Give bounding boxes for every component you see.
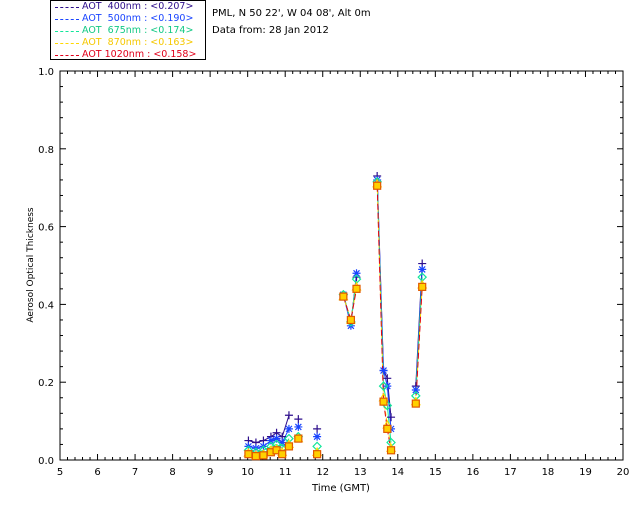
x-axis-label: Time (GMT) bbox=[311, 483, 370, 494]
x-tick-label: 8 bbox=[169, 467, 175, 478]
square-marker bbox=[411, 399, 420, 408]
legend-line-500nm bbox=[55, 19, 79, 20]
square-marker bbox=[386, 446, 396, 455]
x-tick-label: 9 bbox=[207, 467, 213, 478]
series-markers bbox=[243, 178, 428, 459]
series-line bbox=[376, 183, 392, 449]
asterisk-marker bbox=[313, 432, 322, 441]
asterisk-marker bbox=[278, 438, 287, 447]
square-marker bbox=[373, 181, 382, 190]
legend-label-1020nm: AOT 1020nm : <0.158> bbox=[82, 49, 197, 60]
x-tick-label: 18 bbox=[542, 467, 555, 478]
x-tick-label: 6 bbox=[94, 467, 100, 478]
x-tick-label: 12 bbox=[316, 467, 329, 478]
plus-marker bbox=[387, 413, 396, 422]
asterisk-marker bbox=[418, 265, 427, 274]
date-info: Data from: 28 Jan 2012 bbox=[212, 25, 329, 36]
asterisk-marker bbox=[294, 422, 303, 431]
asterisk-marker bbox=[411, 385, 420, 394]
x-tick-label: 15 bbox=[429, 467, 442, 478]
series-group bbox=[248, 175, 423, 444]
square-marker bbox=[339, 292, 348, 301]
plus-marker bbox=[313, 424, 322, 433]
x-tick-label: 16 bbox=[466, 467, 479, 478]
square-marker bbox=[294, 434, 303, 443]
y-tick-label: 0.4 bbox=[38, 300, 54, 311]
series-line bbox=[415, 286, 423, 404]
series-line bbox=[376, 175, 392, 418]
plus-marker bbox=[284, 411, 293, 420]
square-marker bbox=[418, 282, 427, 291]
legend-item-675nm: AOT 675nm : <0.174> bbox=[51, 25, 207, 37]
legend-label-675nm: AOT 675nm : <0.174> bbox=[82, 25, 194, 36]
legend-box: AOT 400nm : <0.207> AOT 500nm : <0.190> … bbox=[50, 0, 206, 60]
series-markers bbox=[243, 177, 428, 458]
plus-marker bbox=[294, 415, 303, 424]
legend-item-500nm: AOT 500nm : <0.190> bbox=[51, 13, 207, 25]
legend-item-870nm: AOT 870nm : <0.163> bbox=[51, 37, 207, 49]
square-marker bbox=[346, 315, 355, 325]
legend-item-1020nm: AOT 1020nm : <0.158> bbox=[51, 49, 207, 61]
plot-frame bbox=[59, 70, 624, 461]
square-marker bbox=[244, 450, 253, 459]
series-markers bbox=[244, 181, 427, 461]
y-tick-label: 0.2 bbox=[38, 378, 54, 389]
legend-line-870nm bbox=[55, 43, 79, 44]
legend-line-400nm bbox=[55, 7, 79, 8]
square-marker bbox=[379, 397, 388, 406]
square-marker bbox=[284, 442, 294, 451]
x-tick-label: 13 bbox=[354, 467, 367, 478]
series-markers bbox=[244, 175, 427, 453]
asterisk-marker bbox=[266, 436, 275, 445]
square-marker bbox=[259, 451, 268, 460]
series-group bbox=[248, 181, 423, 453]
legend-label-500nm: AOT 500nm : <0.190> bbox=[82, 13, 194, 24]
square-marker bbox=[313, 450, 322, 459]
x-tick-label: 5 bbox=[57, 467, 63, 478]
asterisk-marker bbox=[379, 366, 388, 375]
square-marker bbox=[383, 424, 392, 433]
diamond-marker bbox=[378, 381, 389, 391]
x-tick-label: 17 bbox=[504, 467, 517, 478]
asterisk-marker bbox=[272, 434, 281, 443]
legend-label-400nm: AOT 400nm : <0.207> bbox=[82, 1, 194, 12]
y-tick-label: 1.0 bbox=[38, 67, 54, 78]
legend-label-870nm: AOT 870nm : <0.163> bbox=[82, 37, 194, 48]
square-marker bbox=[352, 284, 361, 293]
y-tick-label: 0.0 bbox=[38, 456, 54, 467]
x-tick-label: 7 bbox=[132, 467, 138, 478]
x-tick-label: 19 bbox=[579, 467, 592, 478]
y-tick-label: 0.8 bbox=[38, 145, 54, 156]
legend-line-675nm bbox=[55, 31, 79, 32]
plus-marker bbox=[383, 374, 392, 383]
series-markers bbox=[244, 172, 427, 447]
series-line bbox=[342, 288, 357, 321]
square-marker bbox=[278, 450, 287, 459]
x-tick-label: 14 bbox=[391, 467, 404, 478]
y-tick-label: 0.6 bbox=[38, 223, 54, 234]
asterisk-marker bbox=[284, 424, 293, 433]
y-axis-label: Aerosol Optical Thickness bbox=[26, 207, 36, 323]
series-group bbox=[248, 183, 423, 456]
x-tick-label: 10 bbox=[241, 467, 254, 478]
x-tick-label: 20 bbox=[617, 467, 630, 478]
legend-item-400nm: AOT 400nm : <0.207> bbox=[51, 1, 207, 13]
station-info: PML, N 50 22', W 04 08', Alt 0m bbox=[212, 8, 371, 19]
series-group bbox=[248, 185, 423, 457]
square-marker bbox=[251, 452, 261, 461]
series-group bbox=[248, 179, 423, 449]
legend-line-1020nm bbox=[55, 55, 79, 56]
x-tick-label: 11 bbox=[279, 467, 292, 478]
asterisk-marker bbox=[352, 269, 361, 278]
